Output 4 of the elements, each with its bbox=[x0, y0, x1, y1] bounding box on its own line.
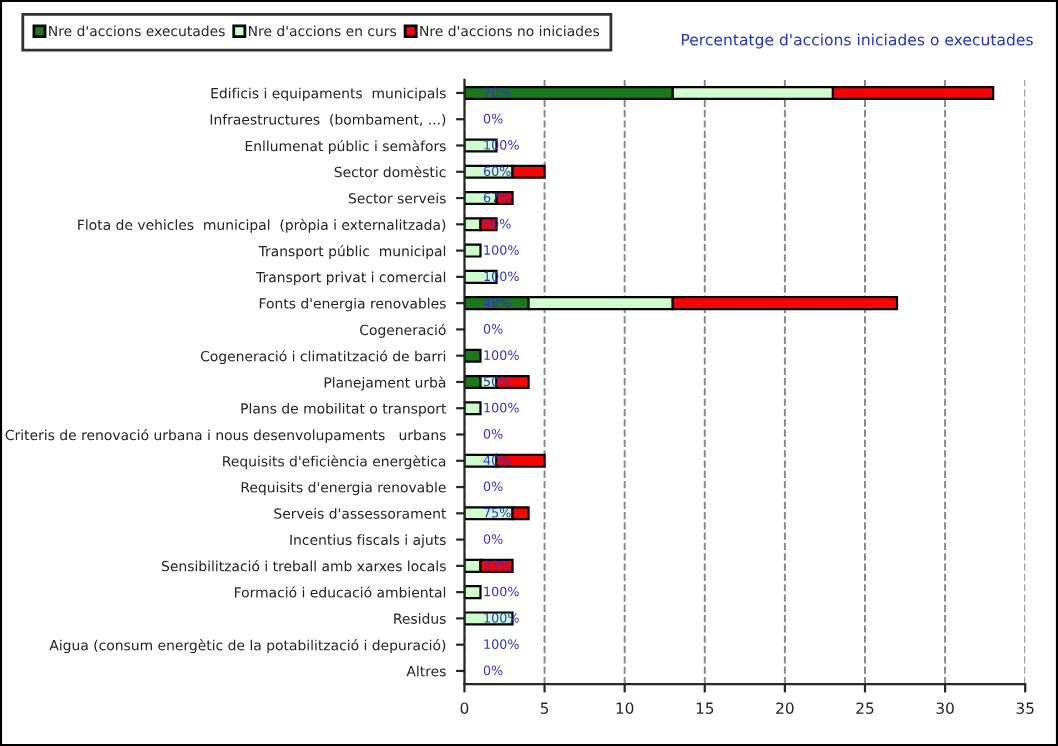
bar bbox=[464, 585, 482, 600]
bar bbox=[464, 401, 482, 416]
bar bbox=[464, 348, 482, 363]
bar bbox=[464, 243, 482, 258]
